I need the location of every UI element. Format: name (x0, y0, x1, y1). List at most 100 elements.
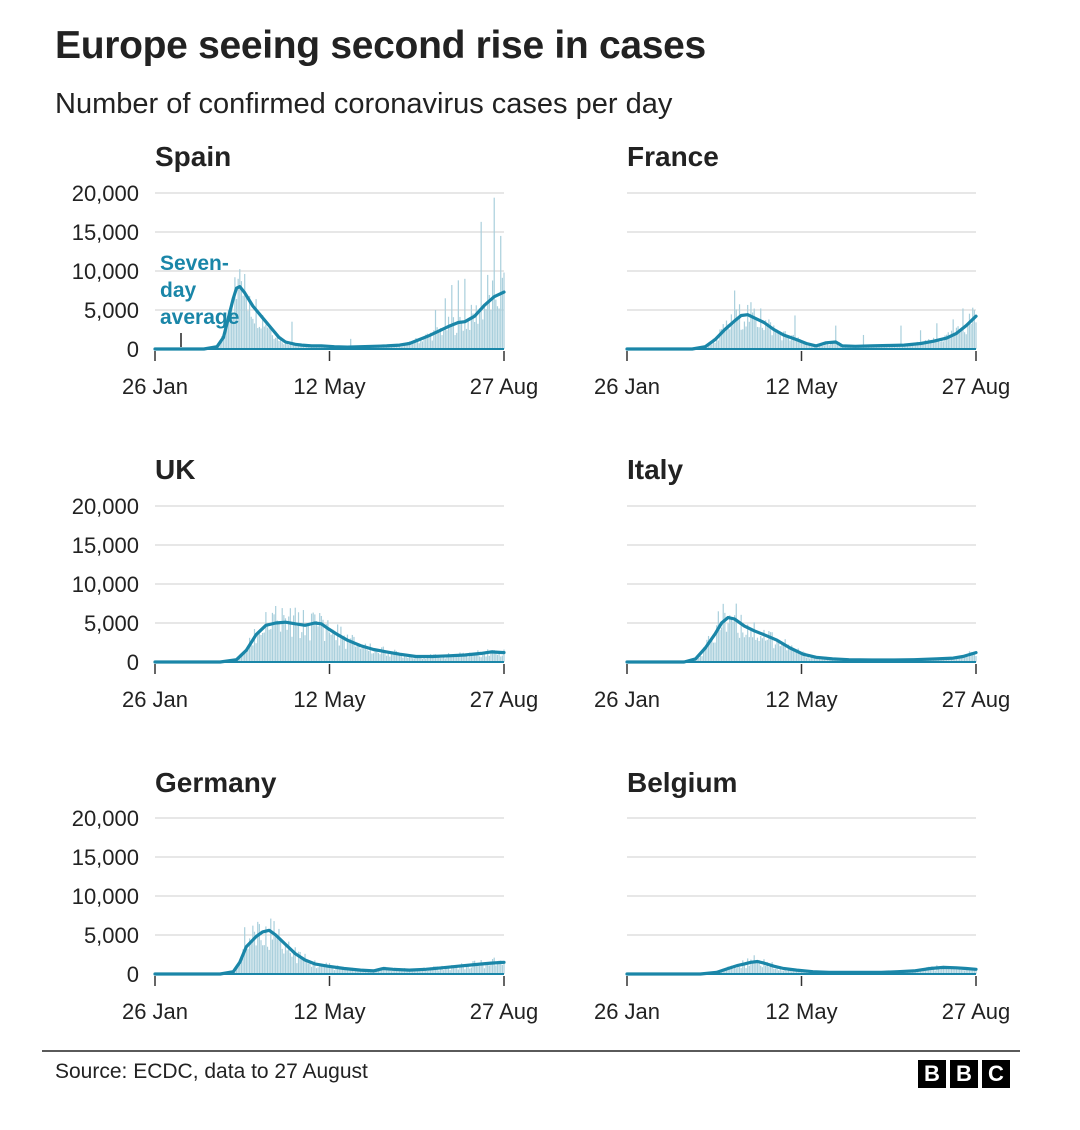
daily-bar (400, 653, 402, 662)
daily-bar (425, 969, 427, 974)
daily-bar (761, 638, 763, 662)
daily-bar (500, 656, 502, 662)
daily-bar (418, 969, 420, 974)
daily-bar (410, 655, 412, 662)
daily-bar (472, 653, 474, 662)
daily-bar (789, 646, 791, 662)
daily-bar (258, 633, 260, 662)
daily-bar (231, 304, 233, 349)
daily-bar (792, 648, 794, 662)
daily-bar (464, 278, 466, 349)
daily-bar (911, 343, 913, 349)
daily-bar (407, 969, 409, 974)
daily-bar (384, 652, 386, 662)
daily-bar (725, 320, 728, 349)
daily-bar (262, 945, 264, 974)
daily-bar (273, 921, 275, 974)
bbc-logo: B B C (918, 1060, 1010, 1088)
daily-bar (364, 643, 366, 662)
daily-bar (784, 331, 786, 349)
daily-bar (782, 331, 785, 349)
daily-bar (742, 329, 744, 349)
daily-bar (286, 950, 288, 974)
daily-bar (395, 651, 397, 662)
daily-bar (428, 658, 430, 662)
daily-bar (248, 295, 251, 349)
daily-bar (491, 959, 494, 974)
daily-bar (926, 342, 928, 349)
daily-bar (372, 653, 375, 662)
daily-bar (778, 970, 780, 974)
daily-bar (482, 319, 484, 349)
daily-bar (737, 965, 739, 974)
daily-bar (488, 655, 490, 662)
daily-bar (833, 340, 835, 349)
daily-bar (488, 294, 490, 349)
panel-title: UK (155, 454, 195, 485)
daily-bar (501, 277, 503, 349)
daily-bar (271, 335, 274, 349)
daily-bar (942, 341, 944, 349)
daily-bar (968, 651, 971, 662)
daily-bar (970, 323, 972, 349)
daily-bar (810, 346, 812, 349)
daily-bar (302, 346, 305, 349)
daily-bar (491, 280, 494, 349)
daily-bar (413, 969, 415, 974)
daily-bar (786, 650, 788, 662)
daily-bar (480, 960, 482, 974)
daily-bar (263, 632, 265, 662)
daily-bar (751, 961, 754, 974)
daily-bar (939, 969, 941, 974)
daily-bar (960, 329, 962, 349)
daily-bar (498, 960, 500, 974)
daily-bar (947, 659, 949, 662)
daily-bar (799, 339, 801, 349)
daily-bar (972, 307, 974, 349)
daily-bar (255, 299, 257, 349)
panel-title: Germany (155, 767, 277, 798)
daily-bar (392, 969, 394, 974)
daily-bar (475, 652, 477, 662)
daily-bar (765, 320, 767, 349)
daily-bar (490, 309, 492, 349)
daily-bar (737, 632, 739, 662)
daily-bar (771, 632, 773, 662)
daily-bar (774, 644, 777, 662)
daily-bar (960, 655, 962, 662)
daily-bar (221, 335, 223, 349)
daily-bar (810, 655, 812, 662)
daily-bar (786, 970, 788, 974)
daily-bar (493, 197, 495, 349)
daily-bar (234, 277, 236, 349)
daily-bar (227, 309, 229, 349)
daily-bar (395, 969, 397, 974)
daily-bar (809, 343, 811, 349)
daily-bar (439, 967, 441, 974)
daily-bar (428, 335, 430, 349)
daily-bar (322, 964, 324, 974)
daily-bar (356, 969, 358, 974)
daily-bar (781, 970, 783, 974)
daily-bar (963, 332, 966, 349)
daily-bar (817, 658, 819, 662)
daily-bar (420, 656, 422, 662)
x-tick-label: 12 May (765, 999, 837, 1024)
x-tick-label: 27 Aug (942, 374, 1011, 399)
daily-bar (250, 943, 252, 974)
daily-bar (335, 640, 337, 662)
daily-bar (385, 969, 388, 974)
daily-bar (734, 615, 736, 662)
daily-bar (763, 629, 765, 662)
daily-bar (952, 659, 954, 662)
daily-bar (433, 654, 435, 662)
daily-bar (719, 630, 721, 662)
daily-bar (328, 963, 331, 974)
daily-bar (324, 640, 326, 662)
daily-bar (385, 655, 388, 662)
daily-bar (729, 969, 731, 974)
daily-bar (425, 334, 427, 349)
daily-bar (279, 336, 282, 349)
daily-bar (403, 343, 406, 349)
daily-bar (722, 603, 724, 662)
